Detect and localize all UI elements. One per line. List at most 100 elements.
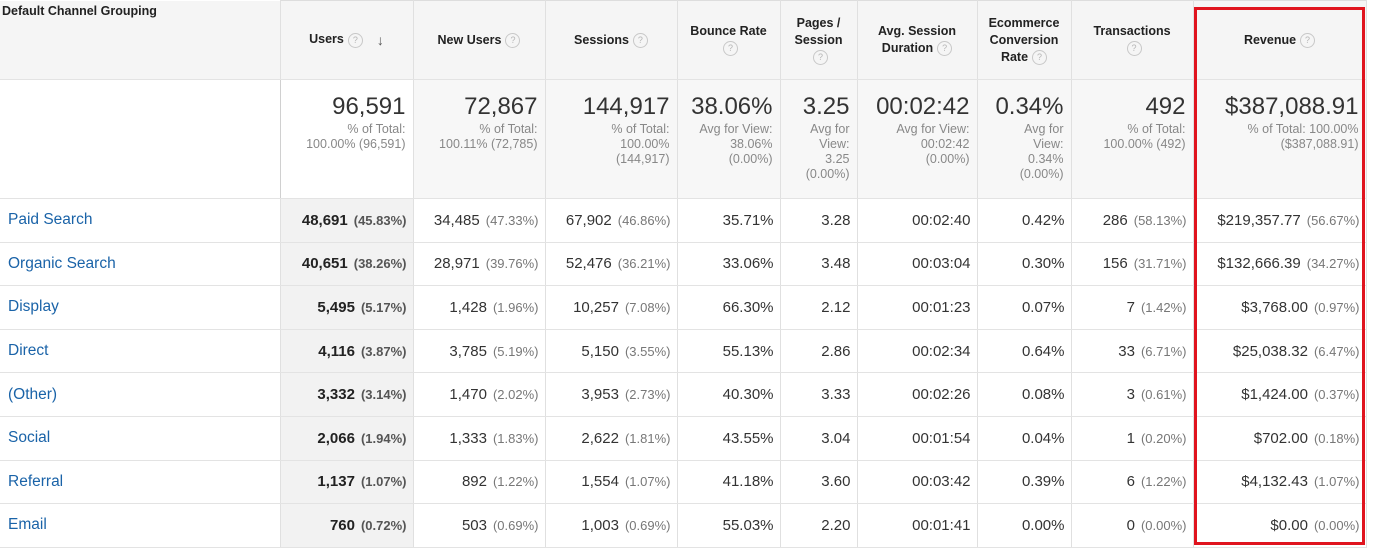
help-icon[interactable]: ? [1032,49,1048,65]
cell-value: 3,785 [449,342,487,360]
column-header-users[interactable]: Users? ↓ [280,0,414,80]
channel-link[interactable]: Organic Search [0,242,281,287]
cell-value: 00:02:34 [912,342,971,360]
cell-value: 2,066 [317,429,355,447]
cell-revenue: $0.00 (0.00%) [1193,503,1367,548]
cell-value: 6 [1126,473,1135,491]
total-subtext: (0.00%) [925,152,970,166]
column-header-transactions[interactable]: Transactions? [1071,0,1194,80]
cell-new-users: 34,485 (47.33%) [413,198,546,243]
cell-trans: 6 (1.22%) [1071,460,1194,505]
channel-link[interactable]: Email [0,503,281,548]
cell-percent: (36.21%) [617,256,671,272]
cell-value: 66.30% [722,298,774,316]
table-row: Organic Search 40,651 (38.26%) 28,971 (39.76… [0,242,1367,287]
cell-value: 286 [1102,211,1128,229]
column-header-pages-per-session[interactable]: Pages / Session? [780,0,858,80]
total-subtext: 00:02:42 [920,137,970,151]
cell-sessions: 67,902 (46.86%) [545,198,678,243]
total-value: 00:02:42 [876,93,970,120]
table-row: Social 2,066 (1.94%) 1,333 (1.83%) 2,622 (1.81… [0,416,1367,461]
cell-value: 1,137 [317,473,355,491]
column-header-conversion-rate[interactable]: Ecommerce Conversion Rate? [977,0,1072,80]
column-header-new-users[interactable]: New Users? [413,0,546,80]
totals-row: 96,591% of Total: 100.00% (96,591) 72,867%… [0,79,1367,199]
column-header-bounce-rate[interactable]: Bounce Rate? [677,0,781,80]
cell-duration: 00:03:04 [857,242,978,287]
cell-percent: (2.73%) [624,387,671,403]
cell-value: 4,116 [318,342,355,360]
table-row: Referral 1,137 (1.07%) 892 (1.22%) 1,554 (1.07… [0,460,1367,505]
cell-duration: 00:02:26 [857,372,978,417]
cell-value: 3,332 [317,386,355,404]
cell-conv: 0.07% [977,285,1072,330]
cell-users: 40,651 (38.26%) [280,242,414,287]
sort-down-arrow-icon[interactable]: ↓ [376,31,384,48]
channel-link[interactable]: Display [0,285,281,330]
help-icon[interactable]: ? [723,41,738,57]
help-icon[interactable]: ? [347,32,363,48]
cell-percent: (31.71%) [1133,256,1187,272]
cell-percent: (0.00%) [1140,517,1187,533]
cell-value: 43.55% [722,429,774,447]
cell-duration: 00:01:54 [857,416,978,461]
cell-percent: (1.07%) [360,474,407,490]
cell-trans: 286 (58.13%) [1071,198,1194,243]
column-header-avg-session-duration[interactable]: Avg. Session Duration? [857,0,978,80]
cell-pages: 2.20 [780,503,858,548]
cell-value: 5,150 [581,342,619,360]
cell-users: 4,116 (3.87%) [280,329,414,374]
help-icon[interactable]: ? [505,32,521,48]
help-icon[interactable]: ? [813,49,828,65]
channel-link[interactable]: Social [0,416,281,461]
help-icon[interactable]: ? [632,32,648,48]
cell-percent: (38.26%) [353,256,407,272]
cell-percent: (56.67%) [1306,212,1360,228]
cell-users: 760 (0.72%) [280,503,414,548]
cell-percent: (7.08%) [624,299,671,315]
cell-value: 55.03% [722,516,774,534]
help-icon[interactable]: ? [1300,32,1316,48]
cell-value: 7 [1126,298,1135,316]
total-value: 492 [1145,93,1186,120]
cell-new-users: 3,785 (5.19%) [413,329,546,374]
total-subtext: 100.00% (492) [1103,137,1186,151]
cell-value: $0.00 [1270,516,1308,534]
cell-value: $219,357.77 [1217,211,1301,229]
cell-percent: (34.27%) [1306,256,1360,272]
cell-value: 67,902 [565,211,612,229]
total-subtext: 100.11% (72,785) [439,137,538,151]
cell-value: 0.42% [1021,211,1065,229]
cell-trans: 0 (0.00%) [1071,503,1194,548]
cell-pages: 3.28 [780,198,858,243]
channel-link[interactable]: Direct [0,329,281,374]
cell-percent: (0.72%) [360,517,407,533]
cell-percent: (6.71%) [1140,343,1187,359]
total-sessions: 144,917 % of Total: 100.00% (144,917) [545,79,678,199]
cell-percent: (47.33%) [485,212,539,228]
channel-link[interactable]: Paid Search [0,198,281,243]
channel-link[interactable]: Referral [0,460,281,505]
cell-new-users: 1,428 (1.96%) [413,285,546,330]
column-header-sessions[interactable]: Sessions? [545,0,678,80]
cell-percent: (0.37%) [1313,387,1360,403]
help-icon[interactable]: ? [937,41,953,57]
total-value: 38.06% [691,93,773,120]
column-header-revenue[interactable]: Revenue? [1193,0,1367,80]
dimension-header[interactable]: Default Channel Grouping [0,0,281,80]
cell-value: 00:02:40 [912,211,971,229]
cell-value: $25,038.32 [1232,342,1308,360]
cell-value: $1,424.00 [1241,386,1308,404]
cell-conv: 0.04% [977,416,1072,461]
cell-percent: (1.81%) [624,430,671,446]
cell-percent: (1.07%) [1313,474,1360,490]
channel-link[interactable]: (Other) [0,372,281,417]
cell-percent: (0.69%) [492,517,539,533]
total-subtext: % of Total: [611,122,670,136]
cell-duration: 00:01:41 [857,503,978,548]
total-subtext: (0.00%) [1019,167,1064,181]
cell-value: 0.08% [1021,386,1065,404]
total-bounce-rate: 38.06% Avg for View: 38.06% (0.00%) [677,79,781,199]
help-icon[interactable]: ? [1126,41,1142,57]
